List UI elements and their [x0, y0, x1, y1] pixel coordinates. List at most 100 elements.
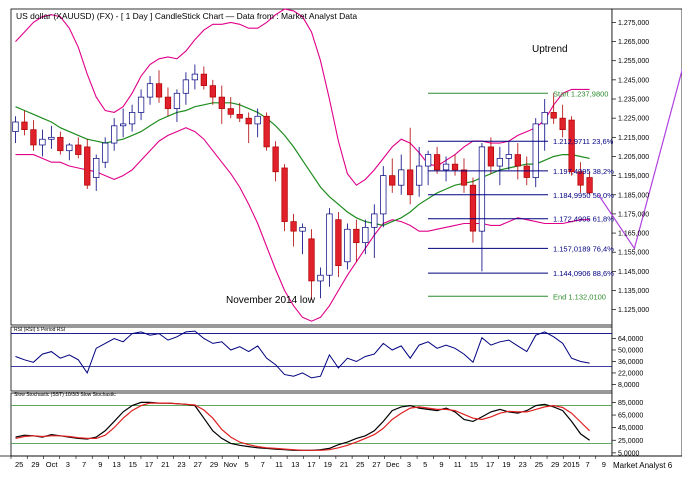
candle-body [174, 93, 180, 108]
candle-body [372, 214, 378, 227]
candle-body [75, 145, 81, 155]
chart-title: US dollar (XAUUSD) (FX) - [ 1 Day ] Cand… [16, 11, 357, 21]
x-tick-label: Dec [386, 460, 400, 469]
candle-body [318, 275, 324, 281]
price-tick-label: 1.145,000 [618, 269, 649, 276]
panel-frame [11, 393, 612, 456]
x-tick-label: 13 [112, 460, 120, 469]
stoch-tick-label: 45,0000 [618, 425, 643, 432]
stoch-tick-label: 25,0000 [618, 438, 643, 445]
candle-body [542, 112, 548, 123]
x-tick-label: 9 [602, 460, 606, 469]
fib-level-label: 1.172,4905 61,8% [553, 215, 614, 224]
x-tick-label: 25 [356, 460, 364, 469]
price-tick-label: 1.165,000 [618, 231, 649, 238]
candle-body [560, 118, 566, 129]
x-tick-label: 13 [291, 460, 299, 469]
candle-body [425, 155, 431, 166]
candle-body [49, 137, 55, 139]
price-tick-label: 1.225,000 [618, 116, 649, 123]
fib-level-label: 1.184,9950 50,0% [553, 191, 614, 200]
x-tick-label: 7 [261, 460, 265, 469]
candle-body [515, 155, 521, 166]
stoch-tick-label: 85,0000 [618, 400, 643, 407]
price-tick-label: 1.235,000 [618, 97, 649, 104]
candle-body [40, 139, 46, 145]
x-tick-label: 23 [518, 460, 526, 469]
candle-body [192, 74, 198, 80]
candle-body [488, 147, 494, 166]
candle-body [345, 229, 351, 262]
rsi-tick-label: 22,0000 [618, 370, 643, 377]
x-tick-label: 9 [98, 460, 102, 469]
candle-body [255, 116, 261, 124]
x-tick-label: 7 [586, 460, 590, 469]
candle-body [327, 214, 333, 275]
price-tick-label: 1.135,000 [618, 288, 649, 295]
price-tick-label: 1.255,000 [618, 58, 649, 65]
candle-body [264, 116, 270, 147]
uptrend-annotation: Uptrend [532, 44, 568, 55]
x-tick-label: 29 [210, 460, 218, 469]
candle-body [416, 166, 422, 185]
candle-body [138, 97, 144, 112]
candle-body [237, 114, 243, 118]
candle-body [398, 170, 404, 185]
rsi-tick-label: 50,0000 [618, 347, 643, 354]
x-tick-label: 15 [129, 460, 137, 469]
x-tick-label: 25 [15, 460, 23, 469]
fib-level-label: Start 1.237,9800 [553, 89, 608, 98]
x-tick-label: 27 [372, 460, 380, 469]
fib-level-label: 1.157,0189 76,4% [553, 244, 614, 253]
candle-body [84, 147, 90, 185]
candle-body [506, 155, 512, 159]
x-tick-label: 19 [502, 460, 510, 469]
candle-body [67, 145, 73, 151]
price-tick-label: 1.195,000 [618, 173, 649, 180]
fib-level-label: 1.197,4995 38,2% [553, 167, 614, 176]
x-tick-label: 15 [470, 460, 478, 469]
rsi-panel-label: RSI (RSI) 5 Period RSI [14, 327, 65, 333]
x-tick-label: 2015 [563, 460, 580, 469]
fib-level-label: 1.212,9711 23,6% [553, 137, 614, 146]
candle-body [434, 155, 440, 170]
x-tick-label: 5 [244, 460, 248, 469]
price-tick-label: 1.175,000 [618, 211, 649, 218]
x-tick-label: 9 [439, 460, 443, 469]
candle-body [282, 168, 288, 222]
candle-body [551, 112, 557, 118]
x-tick-label: 17 [145, 460, 153, 469]
candle-body [156, 84, 162, 97]
candle-body [165, 97, 171, 108]
price-tick-label: 1.275,000 [618, 20, 649, 27]
rsi-tick-label: 36,0000 [618, 359, 643, 366]
price-tick-label: 1.185,000 [618, 192, 649, 199]
candle-body [461, 170, 467, 185]
x-tick-label: 5 [423, 460, 427, 469]
candle-body [111, 126, 117, 143]
candle-body [120, 124, 126, 126]
x-tick-label: 7 [82, 460, 86, 469]
x-tick-label: 11 [454, 460, 462, 469]
candle-body [219, 97, 225, 108]
candle-body [183, 80, 189, 93]
price-tick-label: 1.245,000 [618, 77, 649, 84]
x-tick-label: 29 [31, 460, 39, 469]
candle-body [443, 164, 449, 170]
stoch-panel-label: Slow Stochastic (SST) 10/3/3 Slow Stocha… [14, 392, 116, 398]
x-tick-label: 21 [340, 460, 348, 469]
price-tick-label: 1.205,000 [618, 154, 649, 161]
x-tick-label: 11 [275, 460, 283, 469]
candle-body [363, 227, 369, 242]
x-tick-label: 3 [407, 460, 411, 469]
fib-level-label: End 1.132,0100 [553, 292, 606, 301]
footer-label: Market Analyst 6 [613, 461, 673, 470]
candle-body [524, 166, 530, 177]
x-tick-label: 3 [66, 460, 70, 469]
candle-body [309, 239, 315, 281]
x-tick-label: 21 [161, 460, 169, 469]
candle-body [380, 176, 386, 214]
candle-body [497, 158, 503, 166]
price-tick-label: 1.155,000 [618, 250, 649, 257]
